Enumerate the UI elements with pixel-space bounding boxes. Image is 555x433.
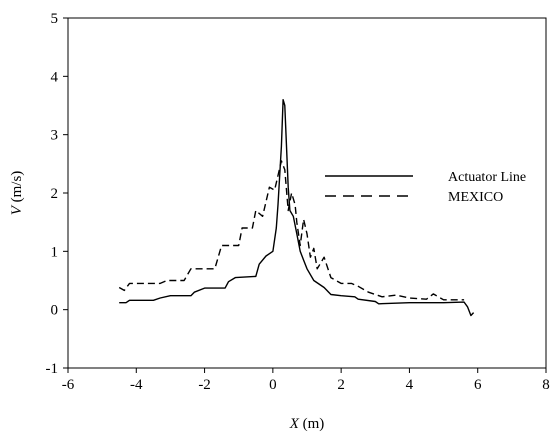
y-tick-label: 0 [51,303,59,319]
x-axis-label: X (m) [289,416,325,432]
x-tick-label: -2 [198,377,211,393]
x-tick-label: 2 [337,377,345,393]
y-tick-label: -1 [46,361,59,377]
x-tick-label: -4 [130,377,143,393]
series-line-actuator-line [119,99,475,317]
x-tick-label: 8 [542,377,550,393]
y-tick-label: 5 [51,11,59,27]
y-tick-label: 4 [51,69,59,85]
legend-label: MEXICO [448,190,503,205]
y-tick-label: 3 [51,128,59,144]
x-tick-label: 4 [406,377,414,393]
x-tick-label: 0 [269,377,277,393]
data-series [118,99,475,317]
x-tick-label: -6 [62,377,75,393]
legend: Actuator Line MEXICO [325,170,526,205]
legend-label: Actuator Line [448,170,526,185]
axis-ticks: -6 -4 -2 0 2 4 6 8 -1 0 1 2 3 4 5 [46,11,550,393]
x-tick-label: 6 [474,377,482,393]
y-axis-label: V (m/s) [9,171,25,216]
y-tick-label: 1 [51,244,59,260]
y-tick-label: 2 [51,186,59,202]
series-line-mexico [118,160,465,301]
